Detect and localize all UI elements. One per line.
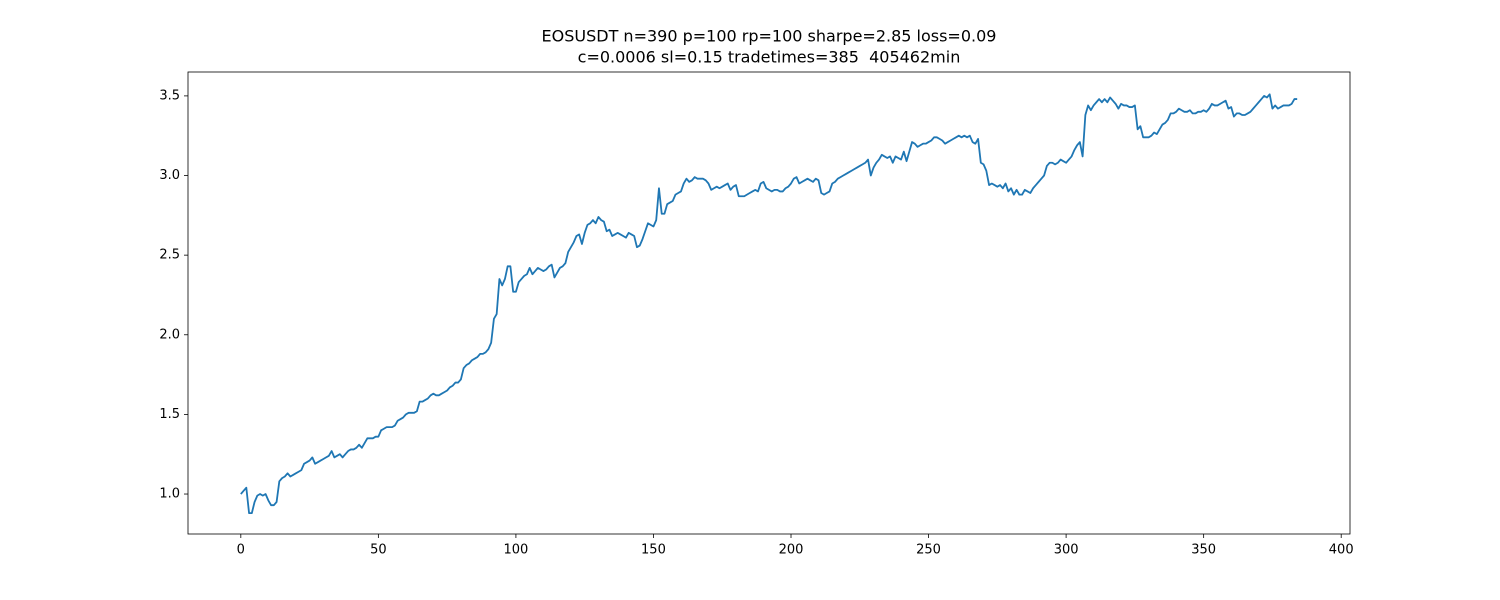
- x-tick-label: 200: [779, 543, 804, 558]
- x-tick-label: 400: [1329, 543, 1354, 558]
- y-tick-label: 1.5: [159, 407, 180, 422]
- x-tick-label: 300: [1054, 543, 1079, 558]
- x-tick-label: 100: [503, 543, 528, 558]
- data-line: [240, 93, 1298, 515]
- plot-frame: [187, 71, 1351, 535]
- y-tick-label: 3.0: [159, 168, 180, 183]
- x-tick-label: 350: [1191, 543, 1216, 558]
- y-tick-label: 3.5: [159, 88, 180, 103]
- x-tick-label: 50: [370, 543, 387, 558]
- x-tick-label: 0: [237, 543, 245, 558]
- x-tick-label: 150: [641, 543, 666, 558]
- chart-title: EOSUSDT n=390 p=100 rp=100 sharpe=2.85 l…: [542, 27, 997, 46]
- y-tick-label: 2.0: [159, 327, 180, 342]
- y-tick-label: 1.0: [159, 487, 180, 502]
- x-tick-label: 250: [916, 543, 941, 558]
- y-tick-label: 2.5: [159, 248, 180, 263]
- chart-subtitle: c=0.0006 sl=0.15 tradetimes=385 405462mi…: [578, 48, 961, 67]
